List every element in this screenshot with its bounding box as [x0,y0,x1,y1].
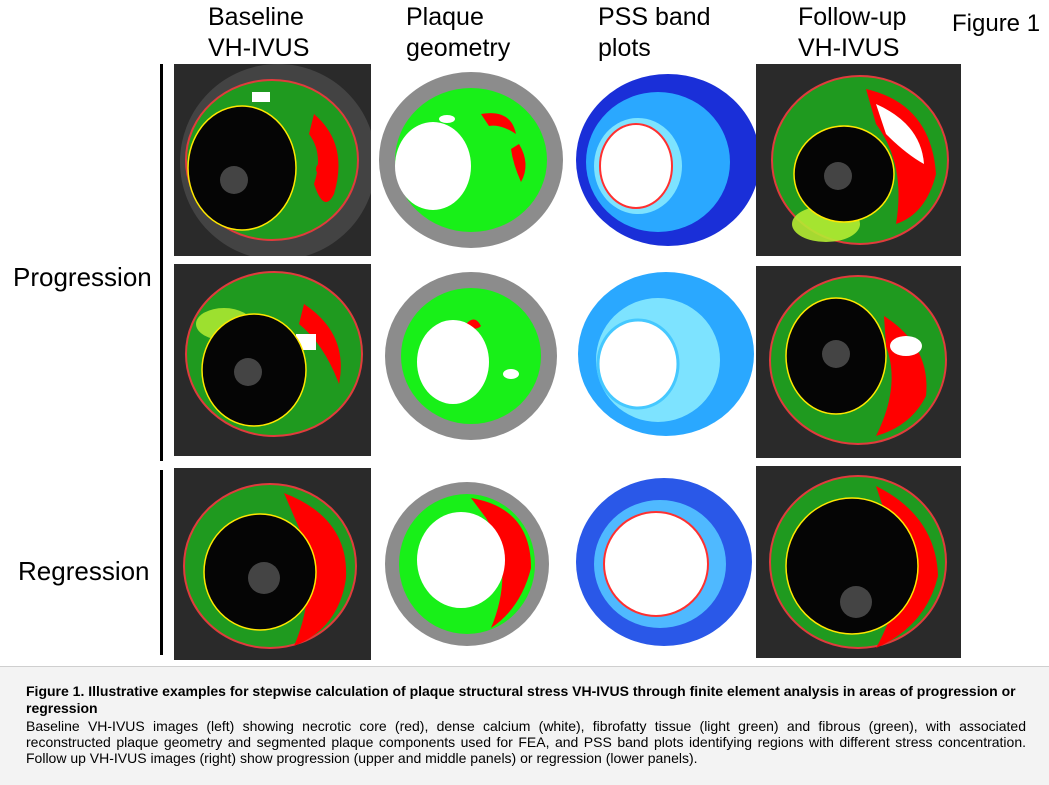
row-label-progression: Progression [13,262,152,292]
column-header-pss-band-plots: PSS band plots [598,3,711,62]
figure-label: Figure 1 [952,10,1041,37]
plaque-geometry-row3 [371,468,576,660]
progression-bracket-line [160,64,163,461]
pss-band-plot-row2 [566,264,771,456]
row-label-regression: Regression [18,556,150,586]
pss-band-plot-row1 [566,64,771,256]
baseline-ivus-image-row2 [174,264,379,456]
plaque-geometry-row2 [371,264,576,456]
regression-bracket-line [160,470,163,655]
baseline-ivus-image-row1 [174,64,379,256]
plaque-geometry-row1 [371,64,576,256]
caption-title: Figure 1. Illustrative examples for step… [26,683,1016,716]
follow-up-ivus-image-row3 [756,466,961,658]
follow-up-ivus-image-row2 [756,266,961,458]
column-header-follow-up: Follow-up VH-IVUS [798,3,907,62]
column-header-plaque-geometry: Plaque geometry [406,3,511,62]
figure-caption: Figure 1. Illustrative examples for step… [0,666,1049,785]
follow-up-ivus-image-row1 [756,64,961,256]
baseline-ivus-image-row3 [174,468,379,660]
pss-band-plot-row3 [566,468,771,660]
column-header-baseline: Baseline VH-IVUS [208,3,310,62]
caption-body: Baseline VH-IVUS images (left) showing n… [26,718,1026,766]
